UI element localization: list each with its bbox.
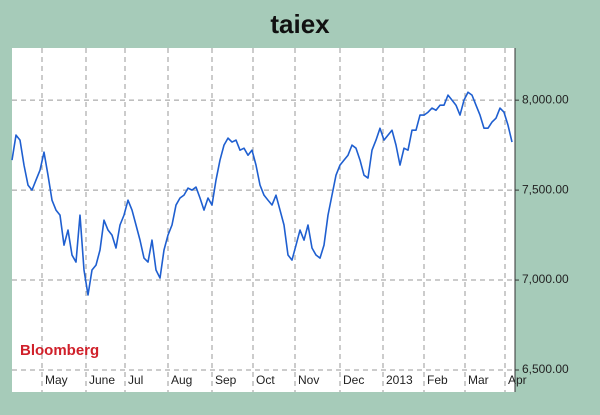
y-tick-label: 7,000.00 — [522, 272, 569, 286]
x-tick-label: Oct — [256, 373, 275, 387]
x-tick-label: Sep — [215, 373, 237, 387]
x-tick-label: May — [45, 373, 68, 387]
data-line — [11, 91, 513, 296]
source-label: Bloomberg — [20, 342, 99, 359]
x-tick-label: Feb — [427, 373, 448, 387]
x-tick-label: June — [89, 373, 115, 387]
x-tick-label: Mar — [468, 373, 489, 387]
x-tick-label: Jul — [128, 373, 143, 387]
y-tick-label: 6,500.00 — [522, 362, 569, 376]
y-tick-label: 7,500.00 — [522, 182, 569, 196]
x-tick-label: Dec — [343, 373, 364, 387]
y-tick-label: 8,000.00 — [522, 92, 569, 106]
chart-title: taiex — [270, 9, 330, 39]
x-tick-label: 2013 — [386, 373, 413, 387]
x-tick-label: Apr — [508, 373, 527, 387]
x-tick-label: Aug — [171, 373, 192, 387]
x-tick-label: Nov — [298, 373, 319, 387]
plot-area — [12, 48, 515, 392]
